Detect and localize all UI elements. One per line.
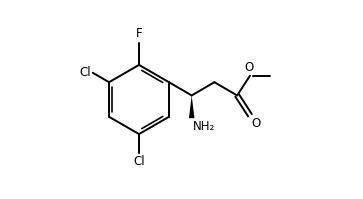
Text: NH₂: NH₂: [193, 120, 215, 133]
Polygon shape: [189, 96, 195, 118]
Text: Cl: Cl: [133, 155, 145, 168]
Text: O: O: [244, 61, 254, 74]
Text: O: O: [252, 117, 261, 130]
Text: Cl: Cl: [79, 66, 91, 79]
Text: F: F: [136, 27, 142, 40]
